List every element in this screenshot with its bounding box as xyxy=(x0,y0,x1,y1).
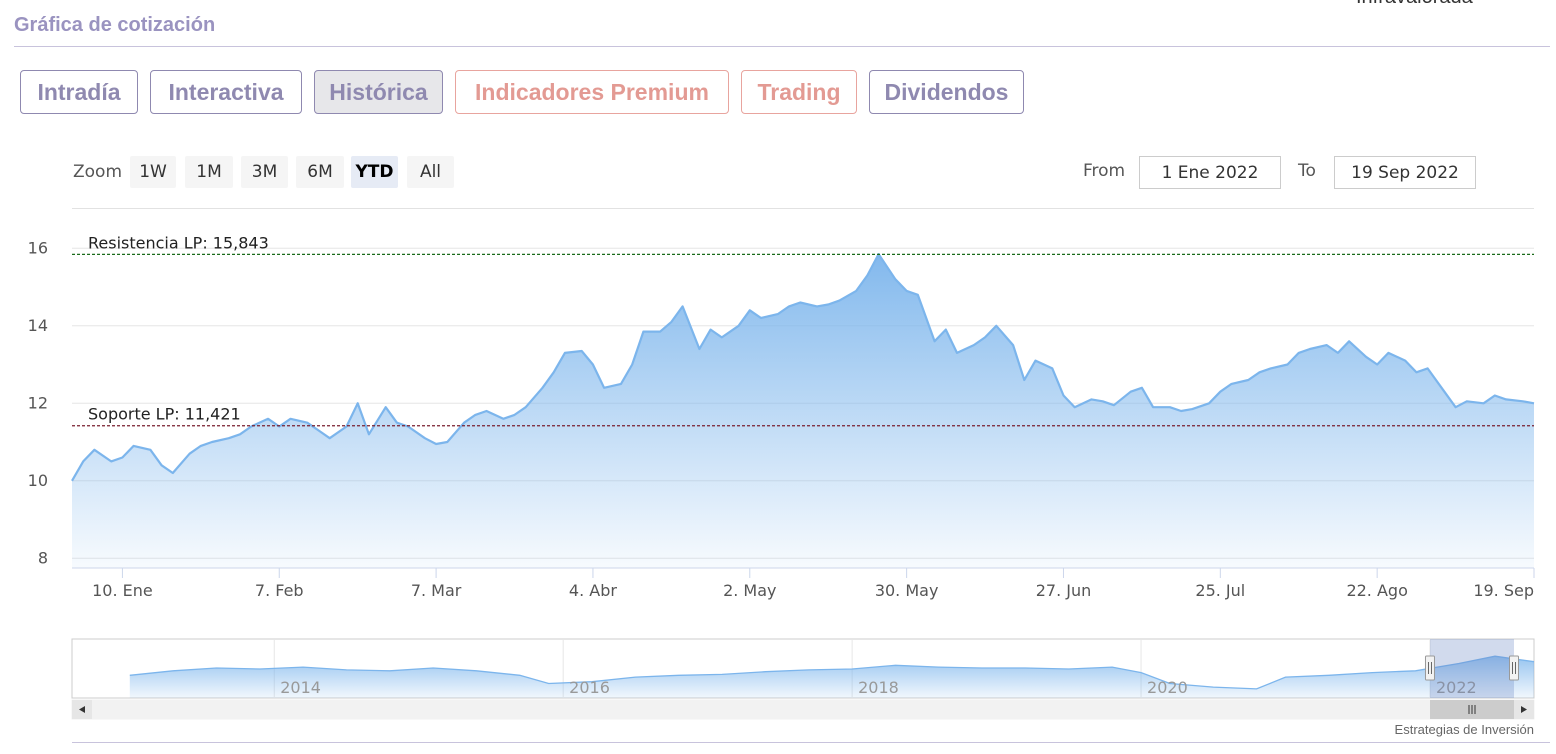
y-tick-label: 16 xyxy=(28,238,48,257)
y-tick-label: 10 xyxy=(28,471,48,490)
navigator-left-handle[interactable] xyxy=(1424,655,1435,681)
zoom-3m-button[interactable]: 3M xyxy=(241,156,288,188)
zoom-ytd-button[interactable]: YTD xyxy=(351,156,398,188)
x-tick-label: 7. Feb xyxy=(255,581,304,600)
range-from-label: From xyxy=(1083,161,1126,181)
navigator-year-label: 2014 xyxy=(280,678,321,697)
zoom-1w-button[interactable]: 1W xyxy=(130,156,176,188)
range-to-label: To xyxy=(1298,161,1316,181)
zoom-6m-button[interactable]: 6M xyxy=(296,156,344,188)
navigator-year-label: 2022 xyxy=(1436,678,1477,697)
header-divider xyxy=(14,46,1550,47)
page-title: Gráfica de cotización xyxy=(14,14,216,36)
range-to-input[interactable]: 19 Sep 2022 xyxy=(1334,156,1476,189)
x-tick-label: 30. May xyxy=(875,581,939,600)
tab-interactiva[interactable]: Interactiva xyxy=(150,70,302,114)
price-series xyxy=(71,253,1535,568)
x-tick-label: 4. Abr xyxy=(569,581,617,600)
y-tick-label: 12 xyxy=(28,393,48,412)
x-tick-label: 25. Jul xyxy=(1195,581,1245,600)
navigator[interactable]: 2014 2016 2018 2020 2022 xyxy=(71,638,1535,699)
navigator-selection[interactable] xyxy=(1429,639,1514,698)
arrow-left-icon xyxy=(79,706,85,713)
valuation-label: Infravalorada xyxy=(1356,0,1473,9)
scrollbar[interactable] xyxy=(71,699,1535,720)
zoom-all-button[interactable]: All xyxy=(407,156,454,188)
navigator-year-label: 2018 xyxy=(858,678,899,697)
zoom-1m-button[interactable]: 1M xyxy=(185,156,233,188)
scrollbar-track[interactable] xyxy=(71,699,1535,720)
tab-historica[interactable]: Histórica xyxy=(314,70,443,114)
y-tick-label: 14 xyxy=(28,316,48,335)
price-area xyxy=(72,254,1534,568)
plot-line-label: Resistencia LP: 15,843 xyxy=(88,233,269,252)
arrow-right-icon xyxy=(1521,706,1527,713)
tab-trading[interactable]: Trading xyxy=(741,70,857,114)
bottom-divider xyxy=(72,742,1550,743)
tab-dividendos[interactable]: Dividendos xyxy=(869,70,1024,114)
navigator-year-label: 2020 xyxy=(1147,678,1188,697)
plot-line-label: Soporte LP: 11,421 xyxy=(88,405,241,424)
navigator-right-handle[interactable] xyxy=(1509,655,1519,681)
zoom-label: Zoom xyxy=(73,162,123,182)
y-axis-labels: 8 10 12 14 16 xyxy=(28,238,48,567)
x-tick-label: 2. May xyxy=(723,581,776,600)
toolbar-divider xyxy=(72,208,1534,209)
navigator-line xyxy=(129,655,1535,690)
x-tick-label: 7. Mar xyxy=(411,581,462,600)
x-axis: 10. Ene 7. Feb 7. Mar 4. Abr 2. May 30. May 27… xyxy=(72,567,1535,600)
plot-lines: Resistencia LP: 15,843 Soporte LP: 11,421 xyxy=(72,233,1534,427)
x-tick-label: 19. Sep xyxy=(1473,581,1534,600)
x-tick-label: 22. Ago xyxy=(1346,581,1407,600)
x-tick-label: 27. Jun xyxy=(1036,581,1092,600)
navigator-area xyxy=(129,656,1534,698)
tab-intradia[interactable]: Intradía xyxy=(20,70,138,114)
credits-text: Estrategias de Inversión xyxy=(1394,722,1534,737)
tab-indicadores-premium[interactable]: Indicadores Premium xyxy=(455,70,729,114)
y-tick-label: 8 xyxy=(38,548,48,567)
x-tick-label: 10. Ene xyxy=(92,581,153,600)
range-from-input[interactable]: 1 Ene 2022 xyxy=(1139,156,1281,189)
navigator-year-label: 2016 xyxy=(569,678,610,697)
